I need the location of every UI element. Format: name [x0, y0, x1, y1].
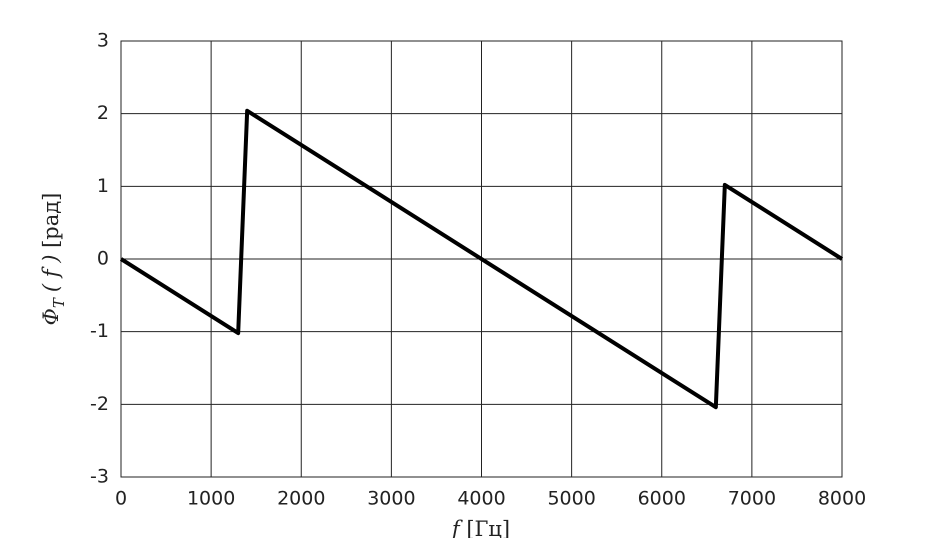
line [119, 108, 844, 410]
y-label-subscript: T [50, 297, 68, 308]
x-tick-label: 0 [115, 488, 127, 510]
y-axis-label: ΦT ( f ) [рад] [39, 193, 69, 326]
x-tick-label: 6000 [638, 488, 686, 510]
x-axis-label: f [Гц] [450, 517, 510, 538]
x-tick-label: 7000 [728, 488, 776, 510]
x-label-unit: [Гц] [466, 517, 510, 538]
y-tick-label: 0 [97, 248, 109, 270]
x-tick-label: 3000 [367, 488, 415, 510]
y-tick-label: 2 [97, 102, 109, 124]
x-tick-label: 4000 [457, 488, 505, 510]
y-tick-label: 3 [97, 30, 109, 52]
y-tick-label: -1 [90, 320, 109, 342]
x-tick-label: 2000 [277, 488, 325, 510]
y-tick-label: -2 [90, 393, 109, 415]
y-label-symbol: Φ [39, 308, 63, 325]
y-label-argument: ( f ) [39, 255, 63, 293]
y-tick-label: 1 [97, 175, 109, 197]
y-label-unit: [рад] [39, 193, 63, 248]
x-label-symbol: f [450, 517, 463, 538]
x-tick-label: 1000 [187, 488, 235, 510]
y-tick-label: -3 [90, 466, 109, 488]
x-tick-label: 8000 [818, 488, 866, 510]
x-tick-label: 5000 [547, 488, 595, 510]
